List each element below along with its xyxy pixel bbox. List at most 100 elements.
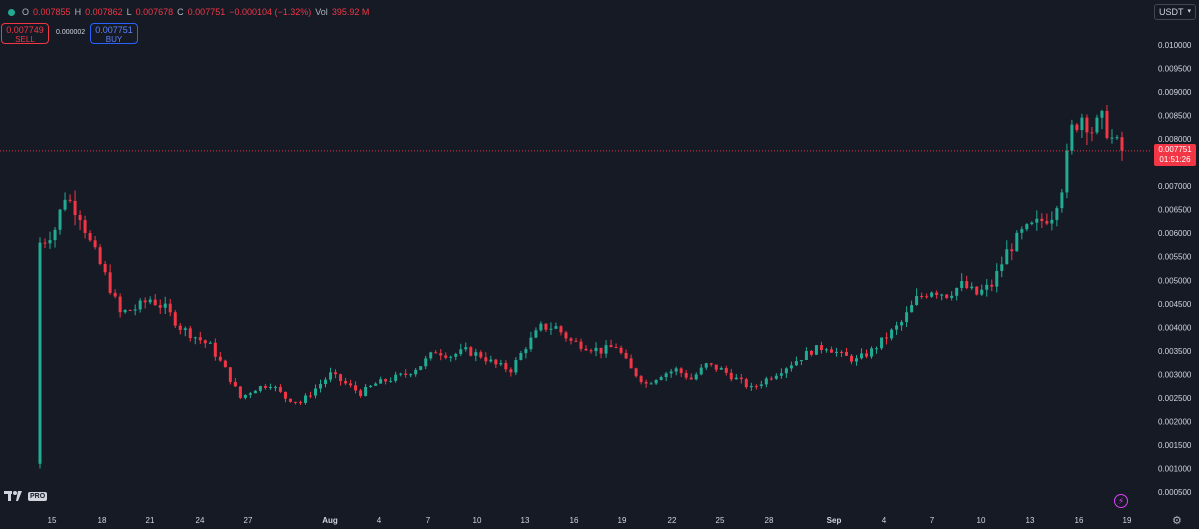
candle-body xyxy=(664,373,668,378)
candle-body xyxy=(208,342,212,344)
spread-value: 0.000002 xyxy=(56,29,86,36)
candle-body xyxy=(629,358,633,369)
candle-body xyxy=(93,240,97,248)
candle-body xyxy=(489,359,493,362)
candle-body xyxy=(599,347,603,354)
candle-body xyxy=(1060,192,1064,209)
candle-body xyxy=(759,384,763,386)
y-tick-label: 0.004000 xyxy=(1158,323,1192,332)
candle-body xyxy=(1050,219,1054,224)
candle-body xyxy=(584,348,588,351)
candle-body xyxy=(779,373,783,376)
candle-body xyxy=(865,353,869,357)
candle-body xyxy=(499,363,503,365)
candle-body xyxy=(1040,218,1044,222)
candle-body xyxy=(850,355,853,362)
x-tick-label: 16 xyxy=(1075,516,1084,525)
candle-body xyxy=(589,350,593,352)
volume-label: Vol xyxy=(315,7,328,17)
candle-body xyxy=(58,209,62,230)
close-label: C xyxy=(177,7,184,17)
candle-body xyxy=(754,385,758,387)
candle-body xyxy=(519,353,523,360)
candle-body xyxy=(1065,150,1069,193)
candle-body xyxy=(128,310,132,312)
candle-body xyxy=(804,351,808,361)
candle-body xyxy=(960,281,964,288)
candle-body xyxy=(399,373,403,375)
candle-body xyxy=(574,340,578,342)
candle-body xyxy=(1045,221,1049,224)
candle-body xyxy=(293,401,297,403)
candle-body xyxy=(324,379,328,385)
gear-icon[interactable]: ⚙ xyxy=(1172,515,1182,527)
buy-price: 0.007751 xyxy=(95,25,133,35)
currency-select[interactable]: USDT ▾ xyxy=(1154,4,1196,20)
candle-body xyxy=(880,337,884,349)
candle-body xyxy=(995,270,999,287)
candle-body xyxy=(875,348,879,350)
x-tick-label: 28 xyxy=(765,516,774,525)
price-axis[interactable]: 0.010000 0.009500 0.009000 0.008500 0.008000… xyxy=(1158,41,1192,497)
candle-body xyxy=(819,345,823,350)
tradingview-logo-icon[interactable]: PRO xyxy=(4,489,48,503)
candle-body xyxy=(444,355,448,358)
change-value: −0.000104 (−1.32%) xyxy=(229,7,312,17)
candle-body xyxy=(524,349,528,354)
candle-body xyxy=(529,337,533,350)
candle-body xyxy=(514,359,518,373)
candle-body xyxy=(739,377,743,380)
candle-body xyxy=(609,345,613,348)
candle-body xyxy=(784,368,788,374)
candle-body xyxy=(434,352,438,354)
candle-body xyxy=(895,325,899,330)
candle-body xyxy=(714,364,718,370)
candle-body xyxy=(283,391,287,399)
bolt-icon[interactable]: ⚡ xyxy=(1114,494,1128,508)
candle-body xyxy=(824,349,828,351)
candle-body xyxy=(554,326,558,329)
buy-button[interactable]: 0.007751 BUY xyxy=(90,23,138,44)
candle-body xyxy=(218,356,222,361)
candle-body xyxy=(549,328,553,330)
y-tick-label: 0.010000 xyxy=(1158,41,1192,50)
y-tick-label: 0.002000 xyxy=(1158,417,1192,426)
candle-body xyxy=(870,348,874,357)
chevron-down-icon: ▾ xyxy=(1187,8,1191,15)
high-value: 0.007862 xyxy=(85,7,123,17)
candle-body xyxy=(424,358,428,367)
candle-body xyxy=(73,200,77,216)
candle-body xyxy=(794,361,798,366)
candle-body xyxy=(679,368,683,374)
candle-body xyxy=(153,299,157,306)
candle-body xyxy=(188,328,192,339)
candle-body xyxy=(253,390,257,394)
candle-body xyxy=(704,363,708,368)
buy-label: BUY xyxy=(105,35,123,44)
time-axis[interactable]: 15 18 21 24 27 Aug 4 7 10 13 16 19 22 25 28 Sep 4 7 10 13 16… xyxy=(48,516,1132,525)
last-price-value: 0.007751 xyxy=(1158,145,1192,154)
candle-body xyxy=(83,220,87,233)
volume-value: 395.92 M xyxy=(331,7,370,17)
x-tick-label: 4 xyxy=(377,516,382,525)
candle-body xyxy=(103,263,107,273)
candle-body xyxy=(634,368,638,377)
x-tick-label: 21 xyxy=(146,516,155,525)
candle-body xyxy=(1010,249,1014,252)
sell-button[interactable]: 0.007749 SELL xyxy=(1,23,49,44)
candle-body xyxy=(298,402,302,404)
candle-body xyxy=(258,386,262,391)
y-tick-label: 0.007000 xyxy=(1158,182,1192,191)
candle-body xyxy=(749,385,753,388)
candle-body xyxy=(744,379,748,388)
candle-body xyxy=(614,347,618,349)
candle-body xyxy=(1025,224,1029,230)
candle-body xyxy=(900,322,904,326)
low-label: L xyxy=(126,7,132,17)
candle-body xyxy=(539,323,543,331)
open-label: O xyxy=(22,7,30,17)
x-tick-label: 18 xyxy=(98,516,107,525)
candle-body xyxy=(108,272,112,293)
candle-body xyxy=(1095,117,1099,133)
